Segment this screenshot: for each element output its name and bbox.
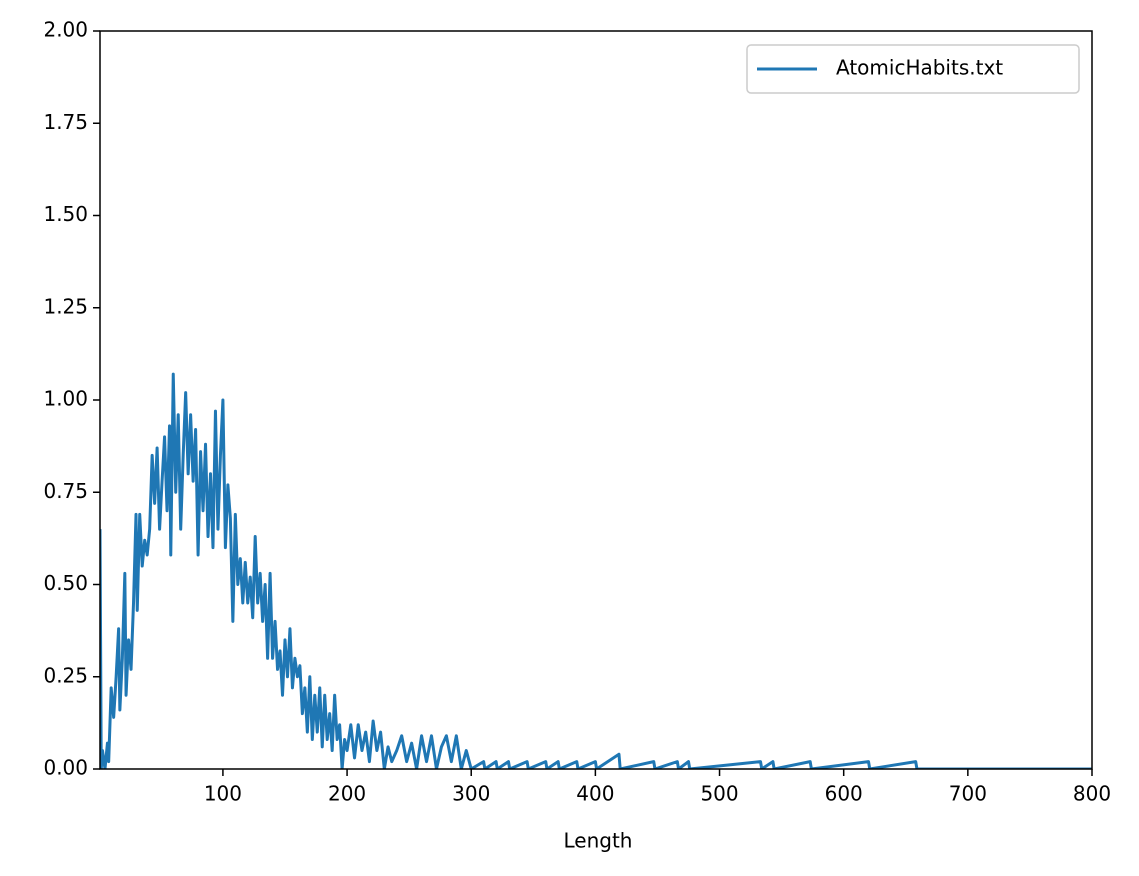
x-tick-label: 800 [1073, 782, 1111, 806]
x-axis-label: Length [564, 829, 633, 853]
y-tick-label: 1.00 [43, 387, 88, 411]
y-tick-label: 0.00 [43, 756, 88, 780]
x-tick-label: 200 [328, 782, 366, 806]
y-tick-label: 0.50 [43, 571, 88, 595]
y-tick-label: 0.25 [43, 663, 88, 687]
x-tick-label: 500 [700, 782, 738, 806]
plot-frame [99, 30, 1093, 770]
y-tick-label: 2.00 [43, 18, 88, 42]
data-line [100, 372, 1092, 769]
x-tick-label: 700 [949, 782, 987, 806]
y-tick-label: 1.75 [43, 110, 88, 134]
x-tick-label: 400 [576, 782, 614, 806]
x-tick-label: 600 [825, 782, 863, 806]
y-tick-label: 0.75 [43, 479, 88, 503]
y-tick-label: 1.50 [43, 202, 88, 226]
x-tick-label: 100 [204, 782, 242, 806]
y-tick-label: 1.25 [43, 294, 88, 318]
legend-label: AtomicHabits.txt [836, 56, 1003, 80]
x-tick-label: 300 [452, 782, 490, 806]
legend-box [746, 44, 1080, 94]
